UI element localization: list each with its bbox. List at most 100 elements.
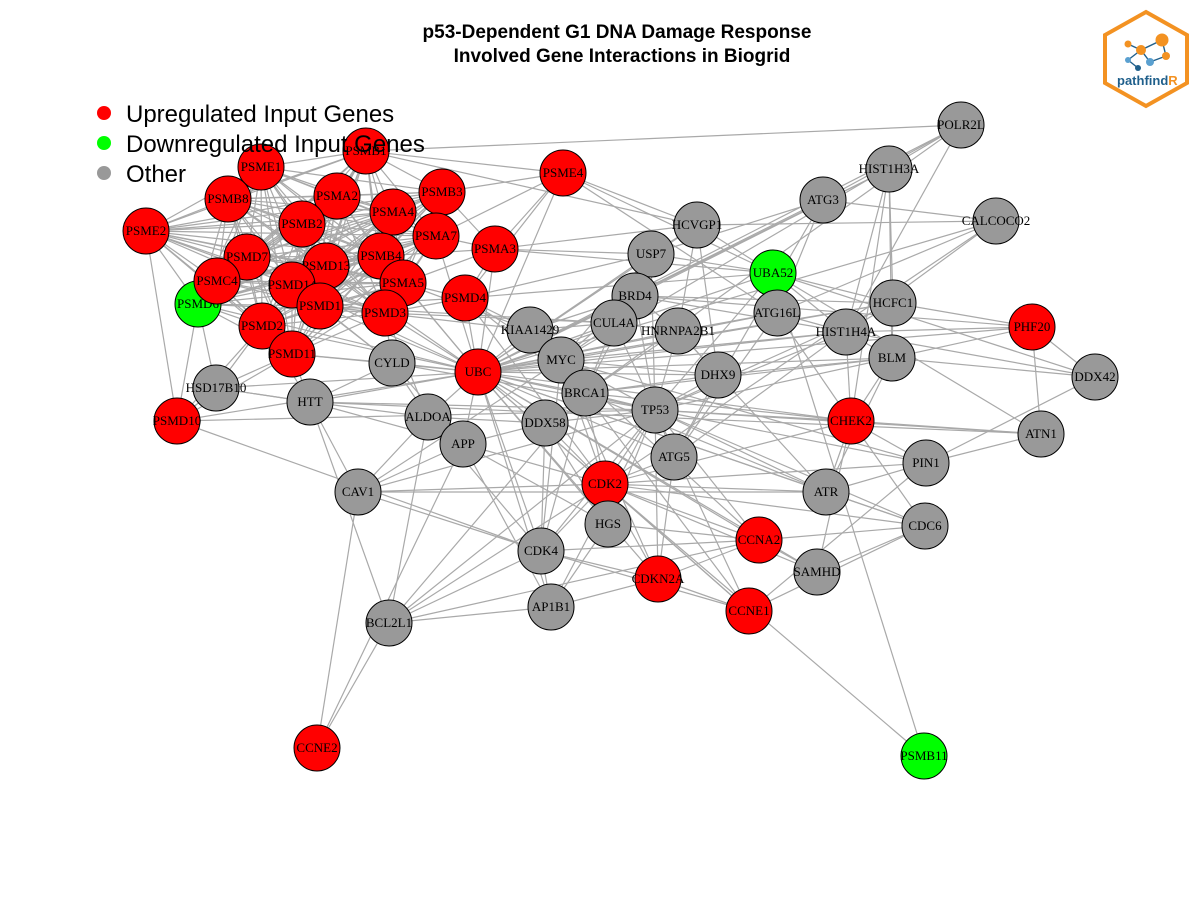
edge-calcoco2-atg3 xyxy=(822,199,997,222)
node-circle-psmc4 xyxy=(193,257,241,305)
node-label-psmd13: PSMD13 xyxy=(302,258,350,273)
node-ccne1: CCNE1 xyxy=(725,587,773,635)
edge-ccne1-brca1 xyxy=(584,392,750,612)
edge-phf20-hist1h4a xyxy=(845,326,1033,333)
edge-atr-cdk2 xyxy=(604,483,827,493)
edge-cdk4-ubc xyxy=(477,371,542,552)
edge-ccne2-cav1 xyxy=(316,491,359,749)
node-circle-psmd1 xyxy=(296,282,344,330)
node-label-psme2: PSME2 xyxy=(126,223,166,238)
node-label-psmd3: PSMD3 xyxy=(364,305,406,320)
node-circle-bcl2l1 xyxy=(365,599,413,647)
edge-cdc6-tp53 xyxy=(654,409,926,527)
node-label-psmb11: PSMB11 xyxy=(900,748,947,763)
node-hcvgp1: HCVGP1 xyxy=(672,201,723,249)
node-label-cyld: CYLD xyxy=(374,355,409,370)
edge-psme4-psma7 xyxy=(435,172,564,237)
node-label-psmb4: PSMB4 xyxy=(360,248,402,263)
edge-psme4-ubc xyxy=(477,172,564,373)
edge-bcl2l1-cdk2 xyxy=(388,483,606,624)
node-cyld: CYLD xyxy=(368,339,416,387)
edge-psme4-psmb1 xyxy=(365,150,564,174)
node-label-brd4: BRD4 xyxy=(618,288,652,303)
node-uba52: UBA52 xyxy=(749,249,797,297)
edge-uba52-psme4 xyxy=(562,172,774,274)
logo-text: pathfindR xyxy=(1117,73,1178,88)
edge-psmb1-psme2 xyxy=(145,150,367,232)
node-psmd1: PSMD1 xyxy=(296,282,344,330)
node-psmc4: PSMC4 xyxy=(193,257,241,305)
edge-ddx42-blm xyxy=(891,357,1096,378)
node-psmb2: PSMB2 xyxy=(278,200,326,248)
edge-pin1-ccne1 xyxy=(748,462,927,612)
legend-marker-downregulated xyxy=(97,136,111,150)
edge-app-cdk2 xyxy=(462,443,606,485)
edge-ccna2-hgs xyxy=(607,523,760,541)
node-circle-hist1h4a xyxy=(822,308,870,356)
node-label-atr: ATR xyxy=(814,484,839,499)
node-psma2: PSMA2 xyxy=(313,172,361,220)
edge-cdk4-cav1 xyxy=(357,491,542,552)
node-label-ddx58: DDX58 xyxy=(524,415,565,430)
node-hist1h3a: HIST1H3A xyxy=(859,145,920,193)
node-label-phf20: PHF20 xyxy=(1014,319,1051,334)
node-usp7: USP7 xyxy=(627,230,675,278)
node-label-usp7: USP7 xyxy=(636,246,667,261)
node-label-atg16l: ATG16L xyxy=(754,305,800,320)
node-circle-kiaa1429 xyxy=(506,306,554,354)
node-psmd2: PSMD2 xyxy=(238,302,286,350)
edge-psme2-psmb2 xyxy=(145,223,303,232)
node-circle-usp7 xyxy=(627,230,675,278)
node-cdk4: CDK4 xyxy=(517,527,565,575)
node-label-hsd17b10: HSD17B10 xyxy=(186,380,247,395)
node-psmb1: PSMB1 xyxy=(342,127,390,175)
edge-usp7-psmd4 xyxy=(464,253,652,299)
edge-psma3-usp7 xyxy=(494,248,652,255)
node-label-htt: HTT xyxy=(297,394,322,409)
node-label-atg5: ATG5 xyxy=(658,449,690,464)
node-label-tp53: TP53 xyxy=(641,402,669,417)
node-label-psma2: PSMA2 xyxy=(316,188,358,203)
legend-item-other: Other xyxy=(97,161,186,188)
edge-psma7-psmd2 xyxy=(261,235,437,327)
node-circle-samhd xyxy=(793,548,841,596)
node-label-hcvgp1: HCVGP1 xyxy=(672,217,723,232)
edge-tp53-cyld xyxy=(391,362,656,411)
node-circle-hnrnpa2b1 xyxy=(654,307,702,355)
node-circle-psmb11 xyxy=(900,732,948,780)
edge-psma4-psme2 xyxy=(145,211,394,232)
node-bcl2l1: BCL2L1 xyxy=(365,599,413,647)
node-label-ccne2: CCNE2 xyxy=(296,740,337,755)
node-circle-tp53 xyxy=(631,386,679,434)
legend-marker-other xyxy=(97,166,111,180)
node-htt: HTT xyxy=(286,378,334,426)
legend-label-downregulated: Downregulated Input Genes xyxy=(126,131,425,158)
edge-ccne2-bcl2l1 xyxy=(316,622,390,749)
node-circle-psma7 xyxy=(412,212,460,260)
node-circle-myc xyxy=(537,336,585,384)
node-label-psma3: PSMA3 xyxy=(474,241,516,256)
node-circle-ccne2 xyxy=(293,724,341,772)
node-label-cdc6: CDC6 xyxy=(908,518,942,533)
edge-cdkn2a-tp53 xyxy=(654,409,659,580)
node-circle-ddx42 xyxy=(1071,353,1119,401)
node-circle-atg16l xyxy=(753,289,801,337)
node-ddx58: DDX58 xyxy=(521,399,569,447)
node-circle-psmb2 xyxy=(278,200,326,248)
edge-psmd10-psme2 xyxy=(145,230,178,422)
node-phf20: PHF20 xyxy=(1008,303,1056,351)
node-hnrnpa2b1: HNRNPA2B1 xyxy=(641,307,715,355)
node-circle-cdk4 xyxy=(517,527,565,575)
legend: Upregulated Input Genes Downregulated In… xyxy=(97,101,425,188)
edge-bcl2l1-ap1b1 xyxy=(388,606,552,624)
edge-cav1-tp53 xyxy=(357,409,656,493)
node-label-psmd4: PSMD4 xyxy=(444,290,486,305)
node-label-kiaa1429: KIAA1429 xyxy=(501,322,560,337)
node-label-ubc: UBC xyxy=(465,364,492,379)
node-circle-psma2 xyxy=(313,172,361,220)
node-circle-atr xyxy=(802,468,850,516)
node-label-psme4: PSME4 xyxy=(543,165,584,180)
node-circle-hist1h3a xyxy=(865,145,913,193)
edge-dhx9-hcvgp1 xyxy=(696,224,719,376)
